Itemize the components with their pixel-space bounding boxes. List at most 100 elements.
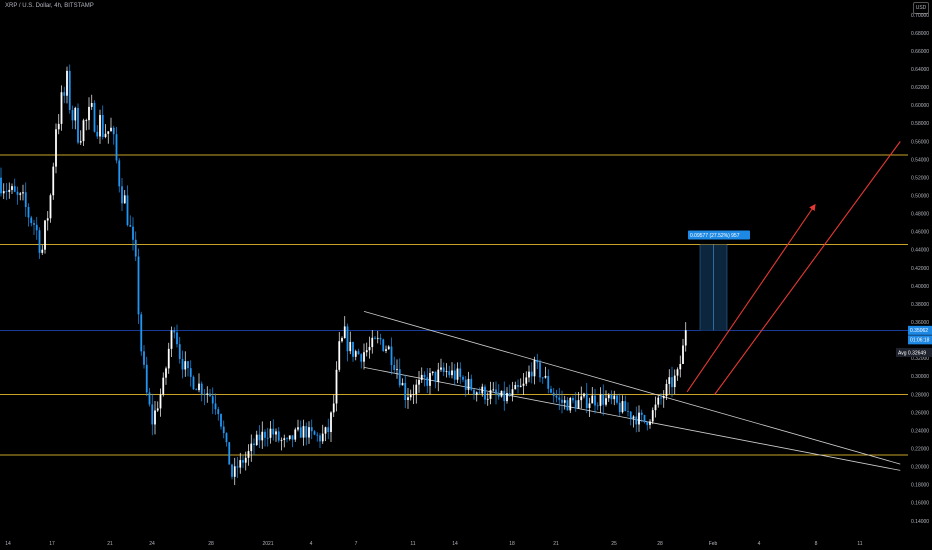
candle-body (93, 102, 96, 132)
candle-body (2, 191, 5, 194)
candle-body (38, 230, 41, 253)
candle-body (148, 392, 151, 405)
candle-body (35, 224, 38, 231)
candles (0, 64, 687, 486)
candle-body (475, 392, 478, 395)
candle-body (63, 92, 66, 96)
candle-body (673, 375, 676, 388)
candle-body (167, 348, 170, 369)
price-tick-label: 0.54000 (911, 157, 929, 163)
candle-body (577, 400, 580, 409)
candle-body (269, 428, 272, 438)
candle-body (508, 393, 511, 396)
candle-body (132, 226, 134, 240)
time-tick-label: 4 (310, 541, 313, 547)
candle-body (495, 389, 497, 395)
candle-body (371, 337, 374, 348)
candle-body (173, 330, 176, 333)
price-tick-label: 0.20000 (911, 465, 929, 471)
candle-body (313, 431, 316, 435)
time-tick-label: 21 (553, 541, 559, 547)
candle-body (522, 383, 525, 386)
currency-button[interactable]: USD (913, 2, 929, 14)
candle-body (330, 412, 332, 432)
price-tick-label: 0.50000 (911, 194, 929, 200)
candle-body (118, 160, 121, 187)
candle-body (0, 177, 2, 194)
falling-wedge (363, 310, 901, 471)
measure-label-box (688, 230, 750, 240)
time-tick-label: 17 (49, 541, 55, 547)
candle-body (121, 186, 123, 204)
candle-body (464, 379, 467, 390)
candle-body (640, 412, 643, 415)
candle-body (170, 330, 173, 349)
candle-body (137, 256, 140, 315)
candle-body (5, 191, 8, 192)
candle-body (552, 392, 555, 396)
candle-body (591, 395, 594, 404)
candle-body (27, 207, 30, 218)
candle-body (349, 341, 352, 352)
price-tick-label: 0.26000 (911, 410, 929, 416)
candle-body (528, 371, 530, 378)
candle-body (22, 192, 24, 194)
candle-body (662, 396, 665, 399)
candle-body (398, 369, 401, 386)
candle-body (613, 395, 616, 400)
price-tick-label: 0.30000 (911, 374, 929, 380)
candle-body (239, 460, 242, 468)
candle-body (283, 438, 286, 440)
candle-body (368, 347, 371, 351)
candle-body (596, 405, 599, 407)
candle-body (492, 389, 495, 391)
candle-body (629, 411, 632, 419)
candle-body (588, 403, 591, 408)
candle-body (462, 376, 464, 380)
candle-body (442, 367, 445, 372)
candle-body (291, 435, 294, 440)
candle-body (618, 402, 621, 413)
candle-body (324, 427, 327, 434)
price-tick-label: 0.32000 (911, 356, 929, 362)
candle-body (189, 368, 192, 377)
candle-body (517, 385, 519, 387)
candle-body (610, 394, 613, 400)
candle-body (321, 433, 324, 442)
candle-body (236, 466, 239, 468)
candle-body (244, 457, 247, 463)
candle-body (200, 383, 203, 395)
candle-body (305, 426, 308, 438)
candle-body (374, 337, 376, 339)
candle-body (57, 123, 60, 130)
candle-body (684, 330, 687, 346)
price-tick-label: 0.38000 (911, 302, 929, 308)
wedge-upper-line (363, 310, 901, 465)
candle-body (585, 393, 588, 408)
candle-body (385, 349, 387, 351)
candle-body (30, 217, 33, 224)
candle-body (654, 404, 657, 411)
candle-body (434, 371, 437, 382)
candle-body (627, 411, 629, 412)
candle-body (404, 382, 407, 401)
candle-body (643, 414, 646, 423)
candle-body (360, 354, 363, 362)
candle-body (382, 339, 385, 351)
candle-body (668, 377, 671, 384)
candle-body (264, 431, 266, 438)
candle-body (286, 438, 288, 440)
candle-body (346, 326, 349, 352)
candle-body (357, 351, 360, 355)
candle-body (649, 421, 651, 425)
candle-body (288, 435, 291, 440)
candle-body (187, 361, 189, 369)
candle-body (82, 120, 85, 142)
candle-body (635, 416, 638, 425)
candle-body (484, 386, 486, 400)
price-tick-label: 0.24000 (911, 428, 929, 434)
candle-body (341, 338, 343, 342)
candle-body (60, 92, 63, 124)
candle-body (211, 396, 214, 404)
